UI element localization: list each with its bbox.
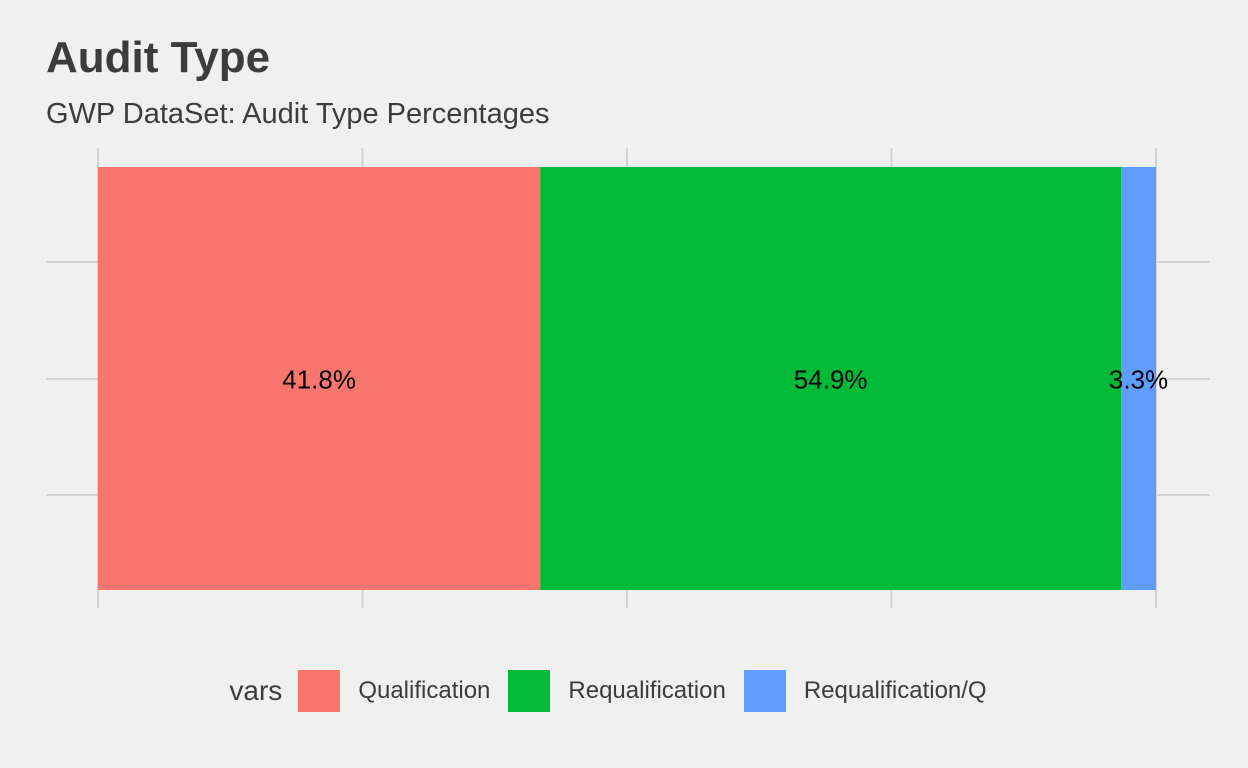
legend: vars Qualification Requalification Requa… — [0, 669, 1248, 713]
legend-title: vars — [229, 675, 283, 706]
legend-label-requalification-q: Requalification/Q — [803, 677, 987, 704]
bar-segment-requalification-q — [1121, 167, 1156, 590]
chart-subtitle: GWP DataSet: Audit Type Percentages — [46, 98, 550, 130]
bar-labels: 41.8% 54.9% 3.3% — [282, 365, 1168, 395]
legend-item-requalification-q: Requalification/Q — [743, 670, 987, 712]
legend-item-qualification: Qualification — [298, 670, 490, 712]
bar-label-qualification: 41.8% — [282, 365, 356, 395]
bar-segment-qualification — [98, 167, 541, 590]
legend-label-requalification: Requalification — [568, 677, 726, 704]
bars — [98, 167, 1156, 590]
bar-segment-requalification — [540, 167, 1122, 590]
legend-label-qualification: Qualification — [358, 677, 491, 704]
plot-area: 41.8% 54.9% 3.3% — [46, 148, 1210, 608]
legend-item-requalification: Requalification — [508, 670, 726, 712]
legend-swatch-qualification — [298, 670, 341, 712]
legend-swatch-requalification-q — [743, 670, 786, 712]
bar-label-requalification: 54.9% — [794, 365, 868, 395]
legend-swatch-requalification — [508, 670, 551, 712]
bar-label-requalification-q: 3.3% — [1109, 365, 1168, 395]
chart-title: Audit Type — [46, 33, 271, 82]
